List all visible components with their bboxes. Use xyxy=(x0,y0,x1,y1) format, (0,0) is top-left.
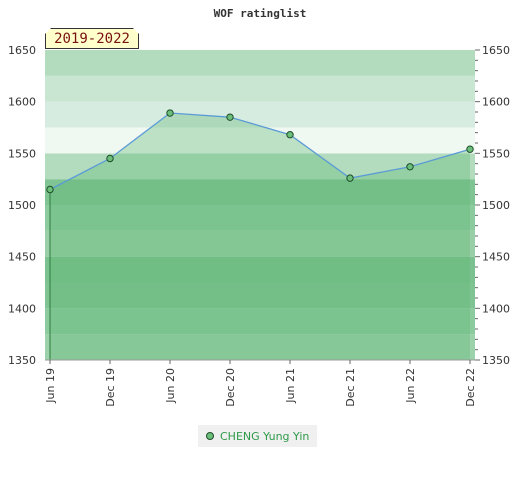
x-tick-label: Dec 20 xyxy=(224,368,237,407)
y-tick-label-right: 1650 xyxy=(482,44,510,57)
chart-title: WOF ratinglist xyxy=(214,7,307,20)
y-tick-label-left: 1600 xyxy=(8,96,36,109)
y-tick-label-left: 1500 xyxy=(8,199,36,212)
background-band xyxy=(45,282,475,309)
background-band xyxy=(45,179,475,205)
legend[interactable]: CHENG Yung Yin xyxy=(198,425,318,447)
background-band xyxy=(45,101,475,128)
y-tick-label-left: 1650 xyxy=(8,44,36,57)
background-band xyxy=(45,334,475,360)
x-tick-label: Dec 19 xyxy=(104,368,117,407)
right-tick-labels: 1350 1400 1450 1500 1550 1600 1650 xyxy=(475,44,510,367)
y-tick-label-right: 1550 xyxy=(482,147,510,160)
background-band xyxy=(45,153,475,180)
series-line-layer xyxy=(49,112,471,191)
x-tick-label: Jun 22 xyxy=(404,368,417,404)
x-tick-label: Jun 21 xyxy=(284,368,297,404)
y-tick-label-right: 1450 xyxy=(482,251,510,264)
series-line xyxy=(49,112,471,191)
background-band xyxy=(45,230,475,257)
data-point xyxy=(406,163,414,171)
left-tick-labels: 1350 1400 1450 1500 1550 1600 1650 xyxy=(8,44,36,367)
period-label: 2019-2022 xyxy=(45,28,139,49)
legend-marker-icon xyxy=(206,432,214,440)
data-point xyxy=(286,131,294,139)
y-tick-label-left: 1350 xyxy=(8,354,36,367)
y-tick-label-left: 1450 xyxy=(8,251,36,264)
y-tick-label-right: 1350 xyxy=(482,354,510,367)
x-tick-labels: Jun 19 Dec 19 Jun 20 Dec 20 Jun 21 Dec 21 Jun … xyxy=(44,360,477,407)
background-band xyxy=(45,127,475,154)
y-tick-label-right: 1600 xyxy=(482,96,510,109)
background-band xyxy=(45,205,475,231)
data-points xyxy=(46,109,474,194)
x-tick-label: Dec 22 xyxy=(464,368,477,407)
data-point xyxy=(166,109,174,117)
data-point xyxy=(466,145,474,153)
background-band xyxy=(45,256,475,283)
y-tick-label-right: 1400 xyxy=(482,302,510,315)
legend-series-name: CHENG Yung Yin xyxy=(220,429,310,443)
y-tick-label-right: 1500 xyxy=(482,199,510,212)
data-point xyxy=(226,113,234,121)
y-tick-label-left: 1400 xyxy=(8,302,36,315)
background-band xyxy=(45,308,475,335)
data-point xyxy=(106,154,114,163)
background-band xyxy=(45,75,475,102)
background-bands xyxy=(45,50,475,360)
y-tick-label-left: 1550 xyxy=(8,147,36,160)
x-tick-label: Dec 21 xyxy=(344,368,357,407)
series-area xyxy=(50,113,470,361)
area-fill xyxy=(50,113,470,361)
x-tick-label: Jun 19 xyxy=(44,368,57,404)
x-tick-label: Jun 20 xyxy=(164,368,177,404)
data-point xyxy=(346,174,354,182)
data-point xyxy=(46,185,54,194)
background-band xyxy=(45,50,475,76)
